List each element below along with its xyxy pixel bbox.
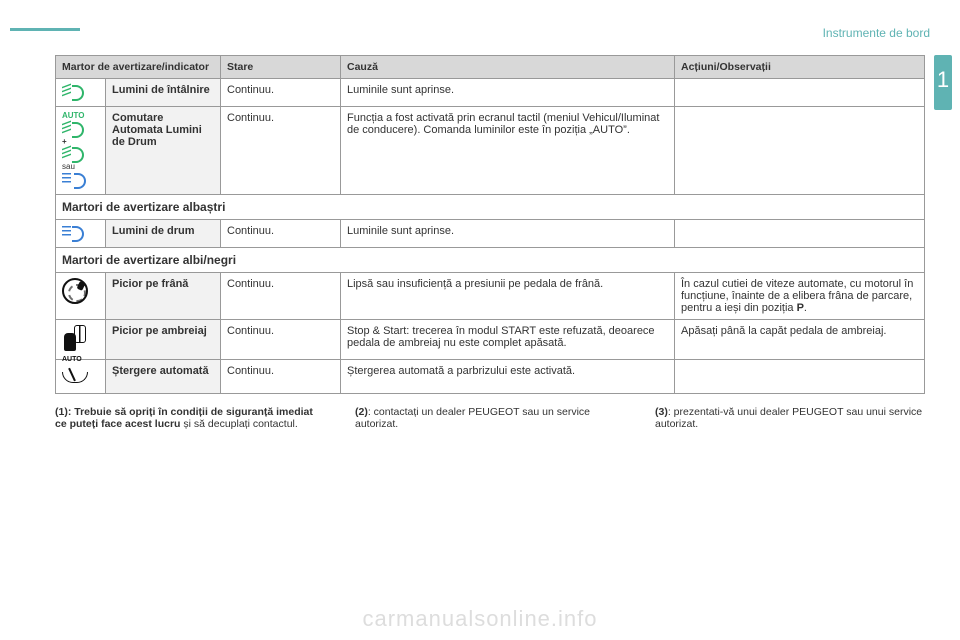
wipe-state: Continuu. (221, 359, 341, 393)
brake-icon (62, 278, 88, 304)
wipe-icon-cell: AUTO (56, 359, 106, 393)
th-indicator: Martor de avertizare/indicator (56, 56, 221, 79)
highbeam-cause: Luminile sunt aprinse. (341, 219, 675, 247)
clutch-name: Picior pe ambreiaj (106, 319, 221, 359)
th-actions: Acțiuni/Observații (675, 56, 925, 79)
highbeam-state: Continuu. (221, 219, 341, 247)
row-autohigh: AUTO + sau Comutare Automata Lumini de D… (56, 107, 925, 195)
sau-label: sau (62, 163, 99, 172)
footnote-1: (1): Trebuie să opriți în condiții de si… (55, 406, 325, 430)
section-blue: Martori de avertizare albaștri (56, 194, 925, 219)
brake-action: În cazul cutiei de viteze automate, cu m… (675, 272, 925, 319)
row-clutch: Picior pe ambreiaj Continuu. Stop & Star… (56, 319, 925, 359)
fn1-rest: și să decuplați contactul. (180, 418, 297, 430)
autohigh-stack: AUTO + sau (62, 112, 99, 189)
wipe-name: Ștergere automată (106, 359, 221, 393)
th-cause: Cauză (341, 56, 675, 79)
section-title: Instrumente de bord (823, 26, 930, 40)
section-bw-label: Martori de avertizare albi/negri (56, 247, 925, 272)
lowbeam-name: Lumini de întâlnire (106, 79, 221, 107)
section-bw: Martori de avertizare albi/negri (56, 247, 925, 272)
clutch-action: Apăsați până la capăt pedala de ambreiaj… (675, 319, 925, 359)
highbeam-icon-cell (56, 219, 106, 247)
row-brake: Picior pe frână Continuu. Lipsă sau insu… (56, 272, 925, 319)
wipe-icon: AUTO (62, 365, 88, 385)
page-content: Martor de avertizare/indicator Stare Cau… (55, 55, 925, 430)
autohigh-icon-cell: AUTO + sau (56, 107, 106, 195)
fn1-num: (1) (55, 406, 68, 418)
autohigh-action (675, 107, 925, 195)
wipe-cause: Ștergerea automată a parbrizului este ac… (341, 359, 675, 393)
table-header-row: Martor de avertizare/indicator Stare Cau… (56, 56, 925, 79)
fn2-num: (2) (355, 406, 368, 418)
lowbeam-action (675, 79, 925, 107)
fn2-text: : contactați un dealer PEUGEOT sau un se… (355, 406, 590, 430)
clutch-icon-cell (56, 319, 106, 359)
autohigh-lowbeam2-icon (62, 146, 84, 160)
lowbeam-icon-cell (56, 79, 106, 107)
lowbeam-cause: Luminile sunt aprinse. (341, 79, 675, 107)
brake-cause: Lipsă sau insuficiență a presiunii pe pe… (341, 272, 675, 319)
accent-bar (10, 28, 80, 31)
fn3-text: : prezentati-vă unui dealer PEUGEOT sau … (655, 406, 922, 430)
highbeam-icon (62, 225, 84, 239)
row-wipe: AUTO Ștergere automată Continuu. Șterger… (56, 359, 925, 393)
clutch-state: Continuu. (221, 319, 341, 359)
brake-action-post: . (804, 302, 807, 314)
lowbeam-state: Continuu. (221, 79, 341, 107)
fn3-num: (3) (655, 406, 668, 418)
autohigh-fog-icon (62, 172, 86, 186)
wipe-auto-label: AUTO (62, 356, 82, 363)
highbeam-action (675, 219, 925, 247)
brake-name: Picior pe frână (106, 272, 221, 319)
row-lowbeam: Lumini de întâlnire Continuu. Luminile s… (56, 79, 925, 107)
highbeam-name: Lumini de drum (106, 219, 221, 247)
wipe-action (675, 359, 925, 393)
footnote-2: (2): contactați un dealer PEUGEOT sau un… (355, 406, 625, 430)
lowbeam-icon (62, 84, 84, 98)
brake-state: Continuu. (221, 272, 341, 319)
row-highbeam: Lumini de drum Continuu. Luminile sunt a… (56, 219, 925, 247)
autohigh-cause: Funcția a fost activată prin ecranul tac… (341, 107, 675, 195)
section-blue-label: Martori de avertizare albaștri (56, 194, 925, 219)
watermark: carmanualsonline.info (0, 606, 960, 632)
brake-action-bold: P (797, 302, 804, 314)
clutch-cause: Stop & Start: trecerea în modul START es… (341, 319, 675, 359)
autohigh-state: Continuu. (221, 107, 341, 195)
autohigh-lowbeam-icon (62, 121, 84, 135)
th-state: Stare (221, 56, 341, 79)
warning-lights-table: Martor de avertizare/indicator Stare Cau… (55, 55, 925, 394)
footnote-3: (3): prezentati-vă unui dealer PEUGEOT s… (655, 406, 925, 430)
clutch-icon (62, 325, 88, 351)
brake-icon-cell (56, 272, 106, 319)
chapter-tab: 1 (934, 55, 952, 110)
autohigh-name: Comutare Automata Lumini de Drum (106, 107, 221, 195)
footnotes: (1): Trebuie să opriți în condiții de si… (55, 406, 925, 430)
